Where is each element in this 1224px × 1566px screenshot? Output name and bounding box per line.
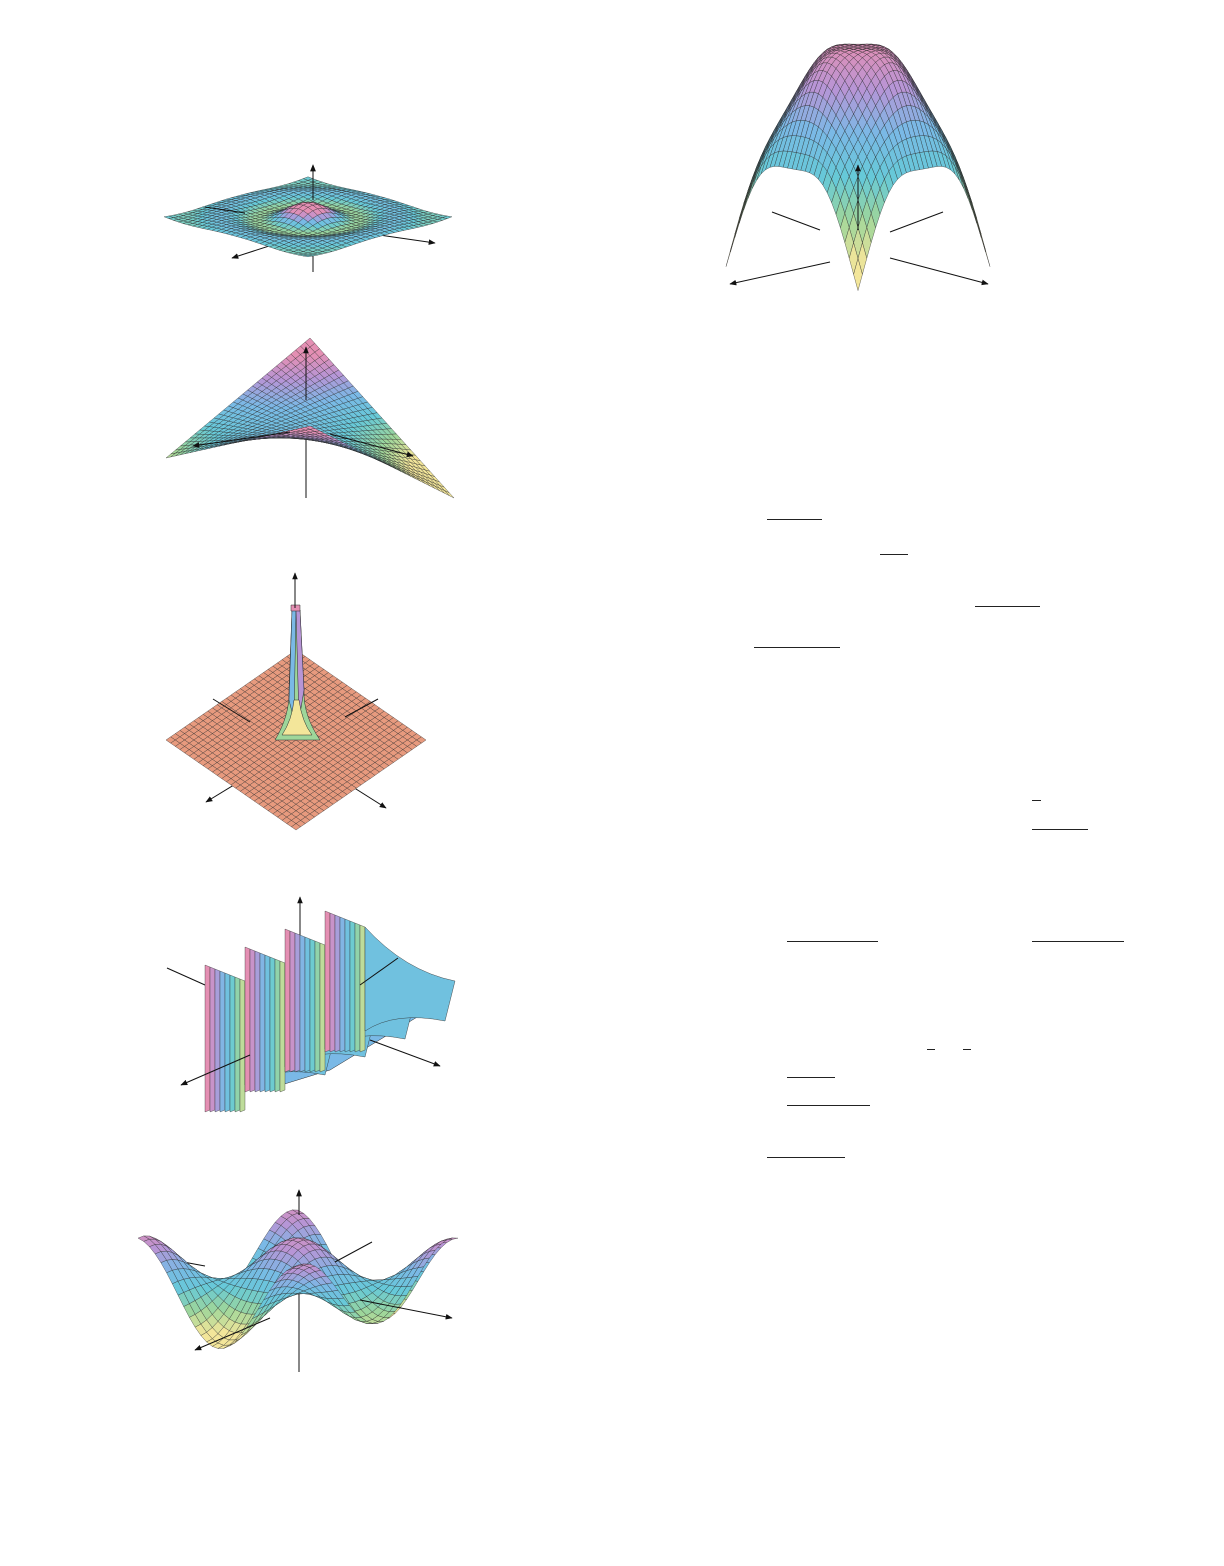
- fraction-bar: [1032, 829, 1088, 830]
- y-axis: [369, 1039, 441, 1067]
- fraction-bar: [787, 1077, 835, 1078]
- fold-wall-facet: [309, 938, 316, 1073]
- fold-wall-facet: [244, 946, 251, 1093]
- fold-wall-facet: [229, 974, 236, 1113]
- y-axis-back: [204, 206, 246, 214]
- fold-wall-facet: [294, 932, 301, 1073]
- fold-wall-facet: [339, 916, 346, 1053]
- folds-surface: [204, 910, 456, 1113]
- fraction-bar: [1032, 800, 1041, 801]
- dome-surface: [725, 43, 991, 292]
- y-axis-back: [334, 1241, 373, 1263]
- saddle-sheet-surface: [165, 337, 455, 499]
- fraction-bar: [963, 1049, 971, 1050]
- fraction-bar: [975, 606, 1040, 607]
- fraction-bar: [787, 941, 878, 942]
- y-axis-back: [889, 211, 944, 233]
- fold-wall-facet: [279, 960, 286, 1093]
- fold-wall-facet: [234, 976, 241, 1113]
- surface-facet: [292, 1263, 304, 1268]
- y-axis-back: [359, 957, 399, 986]
- wavy-bowl-surface: [137, 1209, 459, 1349]
- fold-wall-facet: [254, 950, 261, 1093]
- fold-wall-facet: [324, 910, 331, 1053]
- x-axis: [194, 1317, 271, 1351]
- fold-wall-facet: [354, 922, 361, 1053]
- fold-wall-facet: [264, 954, 271, 1093]
- x-axis: [192, 431, 291, 448]
- y-axis: [889, 257, 989, 286]
- surface-facet: [291, 823, 301, 831]
- surface-facet: [303, 254, 313, 257]
- y-axis: [329, 433, 414, 458]
- fraction-bar: [754, 647, 840, 648]
- surface-facet: [853, 257, 863, 292]
- fold-wall-facet: [274, 958, 281, 1093]
- fold-wall-facet: [314, 940, 321, 1073]
- fraction-bar: [927, 1049, 935, 1050]
- surface-facet: [304, 425, 316, 430]
- x-axis: [729, 261, 831, 286]
- fold-wall-facet: [334, 914, 341, 1053]
- fold-wall-facet: [239, 978, 246, 1113]
- fold-curve-facet: [364, 926, 456, 1032]
- fold-wall-facet: [344, 918, 351, 1053]
- fold-wall-facet: [284, 928, 291, 1073]
- fraction-bar: [767, 1157, 845, 1158]
- fold-wall-facet: [304, 936, 311, 1073]
- x-axis-back: [166, 967, 206, 986]
- y-axis: [359, 1299, 453, 1320]
- fraction-bar: [787, 1105, 870, 1106]
- fold-wall-facet: [209, 966, 216, 1113]
- y-axis-back: [344, 698, 379, 718]
- fold-wall-facet: [249, 948, 256, 1093]
- fold-wall-facet: [359, 924, 366, 1053]
- fold-wall-facet: [269, 956, 276, 1093]
- fold-wall-facet: [329, 912, 336, 1053]
- fraction-bar: [767, 519, 822, 520]
- surface-facet: [444, 490, 455, 499]
- fold-wall-facet: [204, 964, 211, 1113]
- ripple-surface: [163, 176, 453, 257]
- fold-wall-facet: [349, 920, 356, 1053]
- fold-wall-facet: [224, 972, 231, 1113]
- fold-wall-facet: [289, 930, 296, 1073]
- fold-wall-facet: [299, 934, 306, 1073]
- x-axis: [180, 1054, 251, 1086]
- spike-peak: [274, 604, 321, 741]
- fold-wall-facet: [219, 970, 226, 1113]
- fraction-bar: [880, 554, 908, 555]
- x-axis-back: [212, 698, 251, 723]
- x-axis-back: [771, 211, 821, 231]
- fraction-bar: [1032, 941, 1124, 942]
- fold-wall-facet: [259, 952, 266, 1093]
- fold-wall-facet: [319, 942, 326, 1073]
- fold-wall-facet: [214, 968, 221, 1113]
